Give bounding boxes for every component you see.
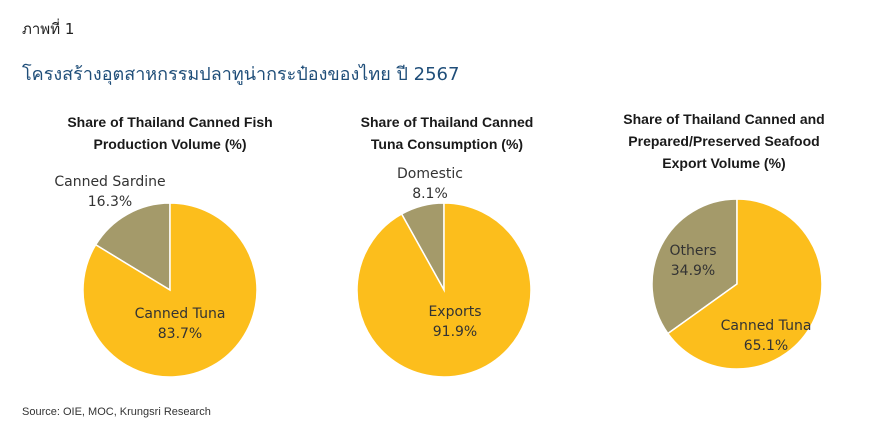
chart-title: Share of Thailand Canned Tuna Consumptio… [317,111,577,155]
pie-slice-others [651,198,738,335]
pie-charts-canvas: Canned Sardine 16.3% Canned Tuna 83.7% Domes… [54,166,823,378]
slice-name-label: Others [669,243,716,259]
slice-value-label: 34.9% [671,263,715,279]
slice-label: Canned Tuna 83.7% [135,306,226,342]
slice-label: Exports 91.9% [428,304,481,340]
chart-title-line: Export Volume (%) [662,155,786,171]
slice-label: Canned Tuna 65.1% [721,318,812,354]
pie-slice-canned-tuna [82,202,258,378]
pie-2: Domestic 8.1% Exports 91.9% [356,166,532,378]
slice-name-label: Exports [428,304,481,320]
source-note: Source: OIE, MOC, Krungsri Research [22,406,211,418]
slice-name-label: Domestic [397,166,463,182]
pie-slice-canned-sardine [94,202,171,292]
slice-value-label: 8.1% [412,186,448,202]
slice-label: Canned Sardine 16.3% [54,174,165,210]
chart-title-line: Share of Thailand Canned [360,114,534,130]
chart-title-line: Production Volume (%) [93,136,247,152]
pie-chart-2: Share of Thailand Canned Tuna Consumptio… [317,111,577,155]
slice-value-label: 91.9% [433,324,477,340]
pie-chart-1: Share of Thailand Canned Fish Production… [40,111,300,155]
slice-value-label: 16.3% [88,194,132,210]
chart-title-line: Share of Thailand Canned and [623,111,825,127]
slice-value-label: 65.1% [744,338,788,354]
pie-1: Canned Sardine 16.3% Canned Tuna 83.7% [54,174,258,378]
slice-value-label: 83.7% [158,326,202,342]
figure-title: โครงสร้างอุตสาหกรรมปลาทูน่ากระป๋องของไทย… [22,64,460,85]
chart-title: Share of Thailand Canned Fish Production… [40,111,300,155]
pie-3: Others 34.9% Canned Tuna 65.1% [651,198,823,370]
slice-name-label: Canned Tuna [721,318,812,334]
pie-slice-exports [356,202,532,378]
figure-label: ภาพที่ 1 [22,20,75,38]
slice-label: Domestic 8.1% [397,166,463,202]
slice-name-label: Canned Sardine [54,174,165,190]
chart-title-line: Share of Thailand Canned Fish [67,114,273,130]
chart-title: Share of Thailand Canned and Prepared/Pr… [594,108,854,174]
chart-title-line: Tuna Consumption (%) [370,136,524,152]
slice-label: Others 34.9% [669,243,716,279]
pie-chart-3: Share of Thailand Canned and Prepared/Pr… [594,108,854,174]
chart-title-line: Prepared/Preserved Seafood [628,133,820,149]
slice-name-label: Canned Tuna [135,306,226,322]
pie-slice-canned-tuna [666,198,823,370]
